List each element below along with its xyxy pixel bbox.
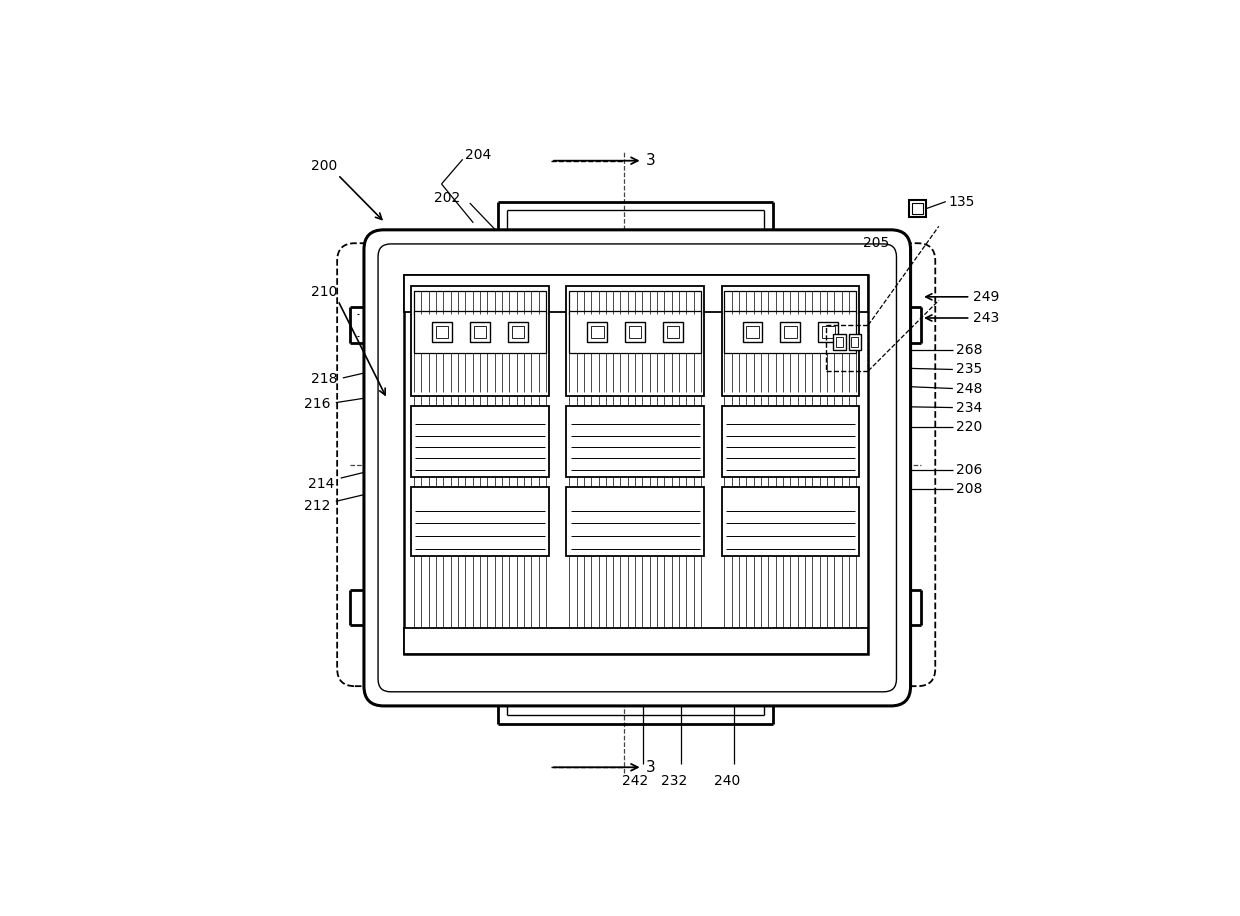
Bar bbox=[911, 203, 924, 214]
Bar bbox=[435, 326, 449, 338]
Text: 208: 208 bbox=[956, 483, 983, 496]
Bar bbox=[852, 337, 858, 347]
Bar bbox=[404, 627, 868, 654]
Bar bbox=[567, 406, 704, 476]
Bar bbox=[474, 326, 486, 338]
Bar bbox=[433, 322, 451, 342]
Bar bbox=[512, 326, 525, 338]
Bar bbox=[822, 326, 835, 338]
Bar bbox=[909, 201, 926, 217]
Text: 3: 3 bbox=[646, 759, 656, 775]
Bar bbox=[746, 326, 759, 338]
Text: 135: 135 bbox=[947, 194, 975, 209]
Text: 203: 203 bbox=[738, 280, 764, 295]
Bar bbox=[414, 291, 546, 314]
Text: 218: 218 bbox=[311, 372, 337, 387]
Text: 210: 210 bbox=[311, 285, 337, 299]
Bar bbox=[826, 325, 868, 371]
Text: 242: 242 bbox=[622, 774, 649, 789]
Bar bbox=[722, 286, 859, 396]
Text: 240: 240 bbox=[714, 774, 740, 789]
Text: 248: 248 bbox=[956, 382, 983, 396]
Text: 3: 3 bbox=[646, 153, 656, 169]
Text: 214: 214 bbox=[308, 476, 334, 491]
Text: 268: 268 bbox=[956, 343, 983, 356]
Bar bbox=[833, 334, 846, 350]
FancyBboxPatch shape bbox=[365, 230, 910, 706]
Text: 243: 243 bbox=[972, 311, 999, 325]
Text: 205: 205 bbox=[863, 235, 889, 249]
Bar bbox=[836, 337, 843, 347]
Bar bbox=[412, 286, 549, 396]
Bar bbox=[591, 326, 604, 338]
Bar bbox=[412, 406, 549, 476]
Bar bbox=[567, 486, 704, 556]
Bar bbox=[625, 322, 645, 342]
Bar bbox=[724, 311, 857, 354]
Bar bbox=[588, 322, 608, 342]
Bar bbox=[414, 311, 546, 354]
Text: 235: 235 bbox=[956, 363, 982, 376]
Text: 204: 204 bbox=[465, 148, 491, 162]
Bar bbox=[663, 322, 683, 342]
Bar bbox=[818, 322, 838, 342]
Text: 216: 216 bbox=[304, 397, 331, 411]
Bar bbox=[470, 322, 490, 342]
Bar bbox=[629, 326, 641, 338]
Bar bbox=[569, 311, 701, 354]
Bar bbox=[722, 486, 859, 556]
Bar bbox=[508, 322, 528, 342]
Bar bbox=[667, 326, 680, 338]
Bar bbox=[848, 334, 862, 350]
Text: 232: 232 bbox=[661, 774, 687, 789]
Text: 220: 220 bbox=[956, 420, 982, 434]
Text: 234: 234 bbox=[956, 400, 982, 415]
Text: 249: 249 bbox=[972, 289, 999, 304]
Text: 200: 200 bbox=[311, 159, 337, 173]
Bar bbox=[780, 322, 800, 342]
Bar bbox=[569, 291, 701, 314]
Bar bbox=[412, 486, 549, 556]
Text: 206: 206 bbox=[956, 463, 983, 476]
Bar bbox=[404, 275, 868, 311]
Bar bbox=[743, 322, 763, 342]
Bar bbox=[722, 406, 859, 476]
Bar bbox=[784, 326, 796, 338]
Bar bbox=[567, 286, 704, 396]
Bar bbox=[404, 275, 868, 654]
Text: 202: 202 bbox=[434, 191, 461, 205]
Text: 212: 212 bbox=[304, 499, 330, 513]
Bar bbox=[724, 291, 857, 314]
